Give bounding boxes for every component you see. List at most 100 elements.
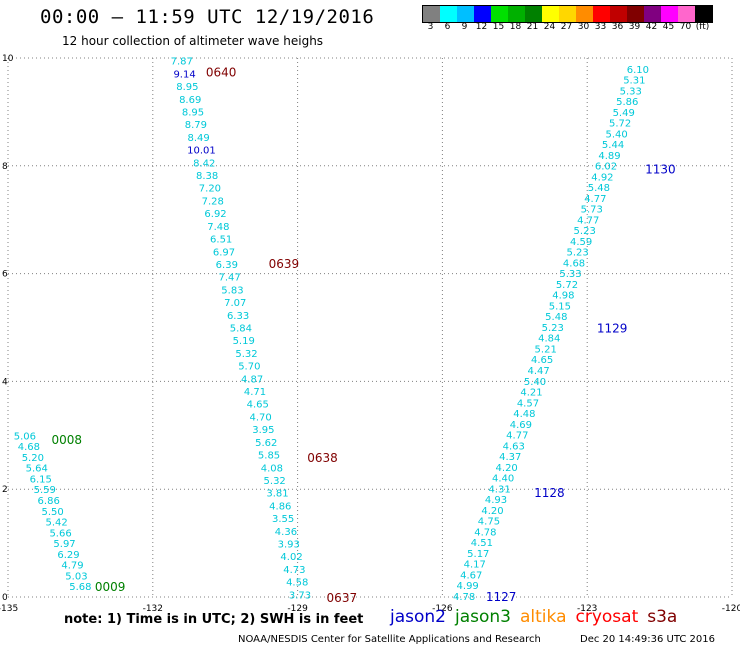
wave-height-value: 4.87 [241, 374, 263, 385]
color-scale-cell [440, 6, 457, 22]
color-scale-cell [678, 6, 695, 22]
pass-time-label: 0640 [206, 65, 237, 79]
wave-height-value: 4.36 [275, 527, 297, 538]
wave-height-value: 6.33 [227, 311, 249, 322]
pass-time-label: 0637 [327, 591, 358, 605]
wave-height-value: 8.95 [182, 108, 204, 119]
color-scale-label: 45 [662, 22, 675, 32]
color-scale-label: 36 [611, 22, 624, 32]
wave-height-value: 4.84 [538, 334, 560, 345]
wave-height-value: 4.89 [598, 151, 620, 162]
pass-time-label: 0009 [95, 580, 126, 594]
wave-height-value: 5.40 [524, 377, 546, 388]
wave-height-value: 5.06 [14, 431, 36, 442]
wave-height-value: 5.72 [609, 119, 631, 130]
wave-height-value: 4.93 [485, 495, 507, 506]
wave-height-value: 7.07 [224, 298, 246, 309]
wave-height-value: 5.72 [556, 280, 578, 291]
color-scale-label: 9 [461, 22, 468, 32]
wave-height-value: 4.51 [471, 538, 493, 549]
color-scale-bar [422, 5, 713, 23]
wave-height-value: 5.59 [34, 485, 56, 496]
wave-height-value: 5.73 [581, 205, 603, 216]
wave-height-value: 5.32 [235, 349, 257, 360]
y-tick-label: 0 [2, 593, 8, 603]
color-scale-cell [610, 6, 627, 22]
color-scale-cell [695, 6, 712, 22]
wave-height-value: 4.17 [464, 560, 486, 571]
wave-height-value: 5.31 [623, 76, 645, 87]
color-scale-label: 18 [509, 22, 522, 32]
legend-item-jason3: jason3 [455, 607, 511, 627]
wave-height-value: 4.86 [269, 501, 291, 512]
color-scale-label: 6 [444, 22, 451, 32]
legend-item-jason2: jason2 [390, 607, 446, 627]
wave-height-value: 5.48 [588, 183, 610, 194]
color-scale-label: 33 [594, 22, 607, 32]
wave-height-value: 5.20 [22, 453, 44, 464]
wave-height-value: 4.08 [261, 463, 283, 474]
wave-height-value: 4.77 [577, 215, 599, 226]
color-scale-cell [627, 6, 644, 22]
legend-item-altika: altika [520, 607, 567, 627]
pass-time-label: 1130 [645, 162, 676, 176]
wave-height-value: 4.79 [61, 561, 83, 572]
wave-height-value: 4.20 [481, 506, 503, 517]
wave-height-value: 5.23 [542, 323, 564, 334]
color-scale-cell [457, 6, 474, 22]
wave-height-value: 3.95 [252, 425, 274, 436]
pass-time-label: 0638 [307, 451, 338, 465]
credit-text: NOAA/NESDIS Center for Satellite Applica… [238, 634, 541, 645]
wave-height-value: 4.68 [18, 442, 40, 453]
wave-height-value: 5.85 [258, 451, 280, 462]
wave-height-value: 5.44 [602, 140, 624, 151]
wave-height-value: 7.87 [171, 57, 193, 68]
wave-height-value: 6.02 [595, 162, 617, 173]
wave-height-value: 4.48 [513, 409, 535, 420]
wave-height-value: 8.49 [188, 133, 210, 144]
y-tick-label: 8 [2, 162, 8, 172]
x-tick-label: -135 [0, 604, 18, 614]
wave-height-value: 5.21 [535, 344, 557, 355]
timestamp-text: Dec 20 14:49:36 UTC 2016 [580, 634, 715, 645]
wave-height-value: 8.38 [196, 171, 218, 182]
wave-height-value: 5.23 [574, 226, 596, 237]
color-scale-label: 15 [492, 22, 505, 32]
wave-height-value: 9.14 [173, 69, 195, 80]
x-tick-label: -129 [287, 604, 308, 614]
wave-height-value: 4.65 [531, 355, 553, 366]
wave-height-value: 4.69 [510, 420, 532, 431]
wave-height-value: 5.48 [545, 312, 567, 323]
color-scale-cell [559, 6, 576, 22]
wave-height-value: 4.59 [570, 237, 592, 248]
wave-height-value: 4.98 [552, 291, 574, 302]
color-scale-label: (ft) [695, 22, 710, 32]
wave-height-value: 4.68 [563, 258, 585, 269]
color-scale-label: 12 [475, 22, 488, 32]
color-scale-label: 42 [645, 22, 658, 32]
wave-height-value: 4.77 [506, 431, 528, 442]
color-scale-cell [644, 6, 661, 22]
legend-item-cryosat: cryosat [575, 607, 639, 627]
wave-height-value: 6.10 [627, 65, 649, 76]
wave-height-value: 5.40 [605, 129, 627, 140]
wave-height-value: 6.51 [210, 235, 232, 246]
wave-height-value: 6.86 [38, 496, 60, 507]
wave-height-value: 4.63 [503, 441, 525, 452]
legend-item-s3a: s3a [647, 607, 678, 627]
wave-height-value: 6.39 [216, 260, 238, 271]
wave-height-value: 6.15 [30, 474, 52, 485]
x-tick-label: -126 [432, 604, 453, 614]
wave-height-value: 5.49 [613, 108, 635, 119]
wave-height-value: 4.70 [249, 412, 271, 423]
wave-height-value: 5.15 [549, 301, 571, 312]
x-tick-label: -123 [577, 604, 597, 614]
color-scale-cell [542, 6, 559, 22]
wave-height-value: 5.66 [49, 528, 71, 539]
color-scale-cell [508, 6, 525, 22]
wave-height-value: 6.92 [204, 209, 226, 220]
color-scale-label: 30 [577, 22, 590, 32]
wave-height-value: 4.75 [478, 517, 500, 528]
color-scale-cell [576, 6, 593, 22]
y-tick-label: 2 [2, 485, 8, 495]
